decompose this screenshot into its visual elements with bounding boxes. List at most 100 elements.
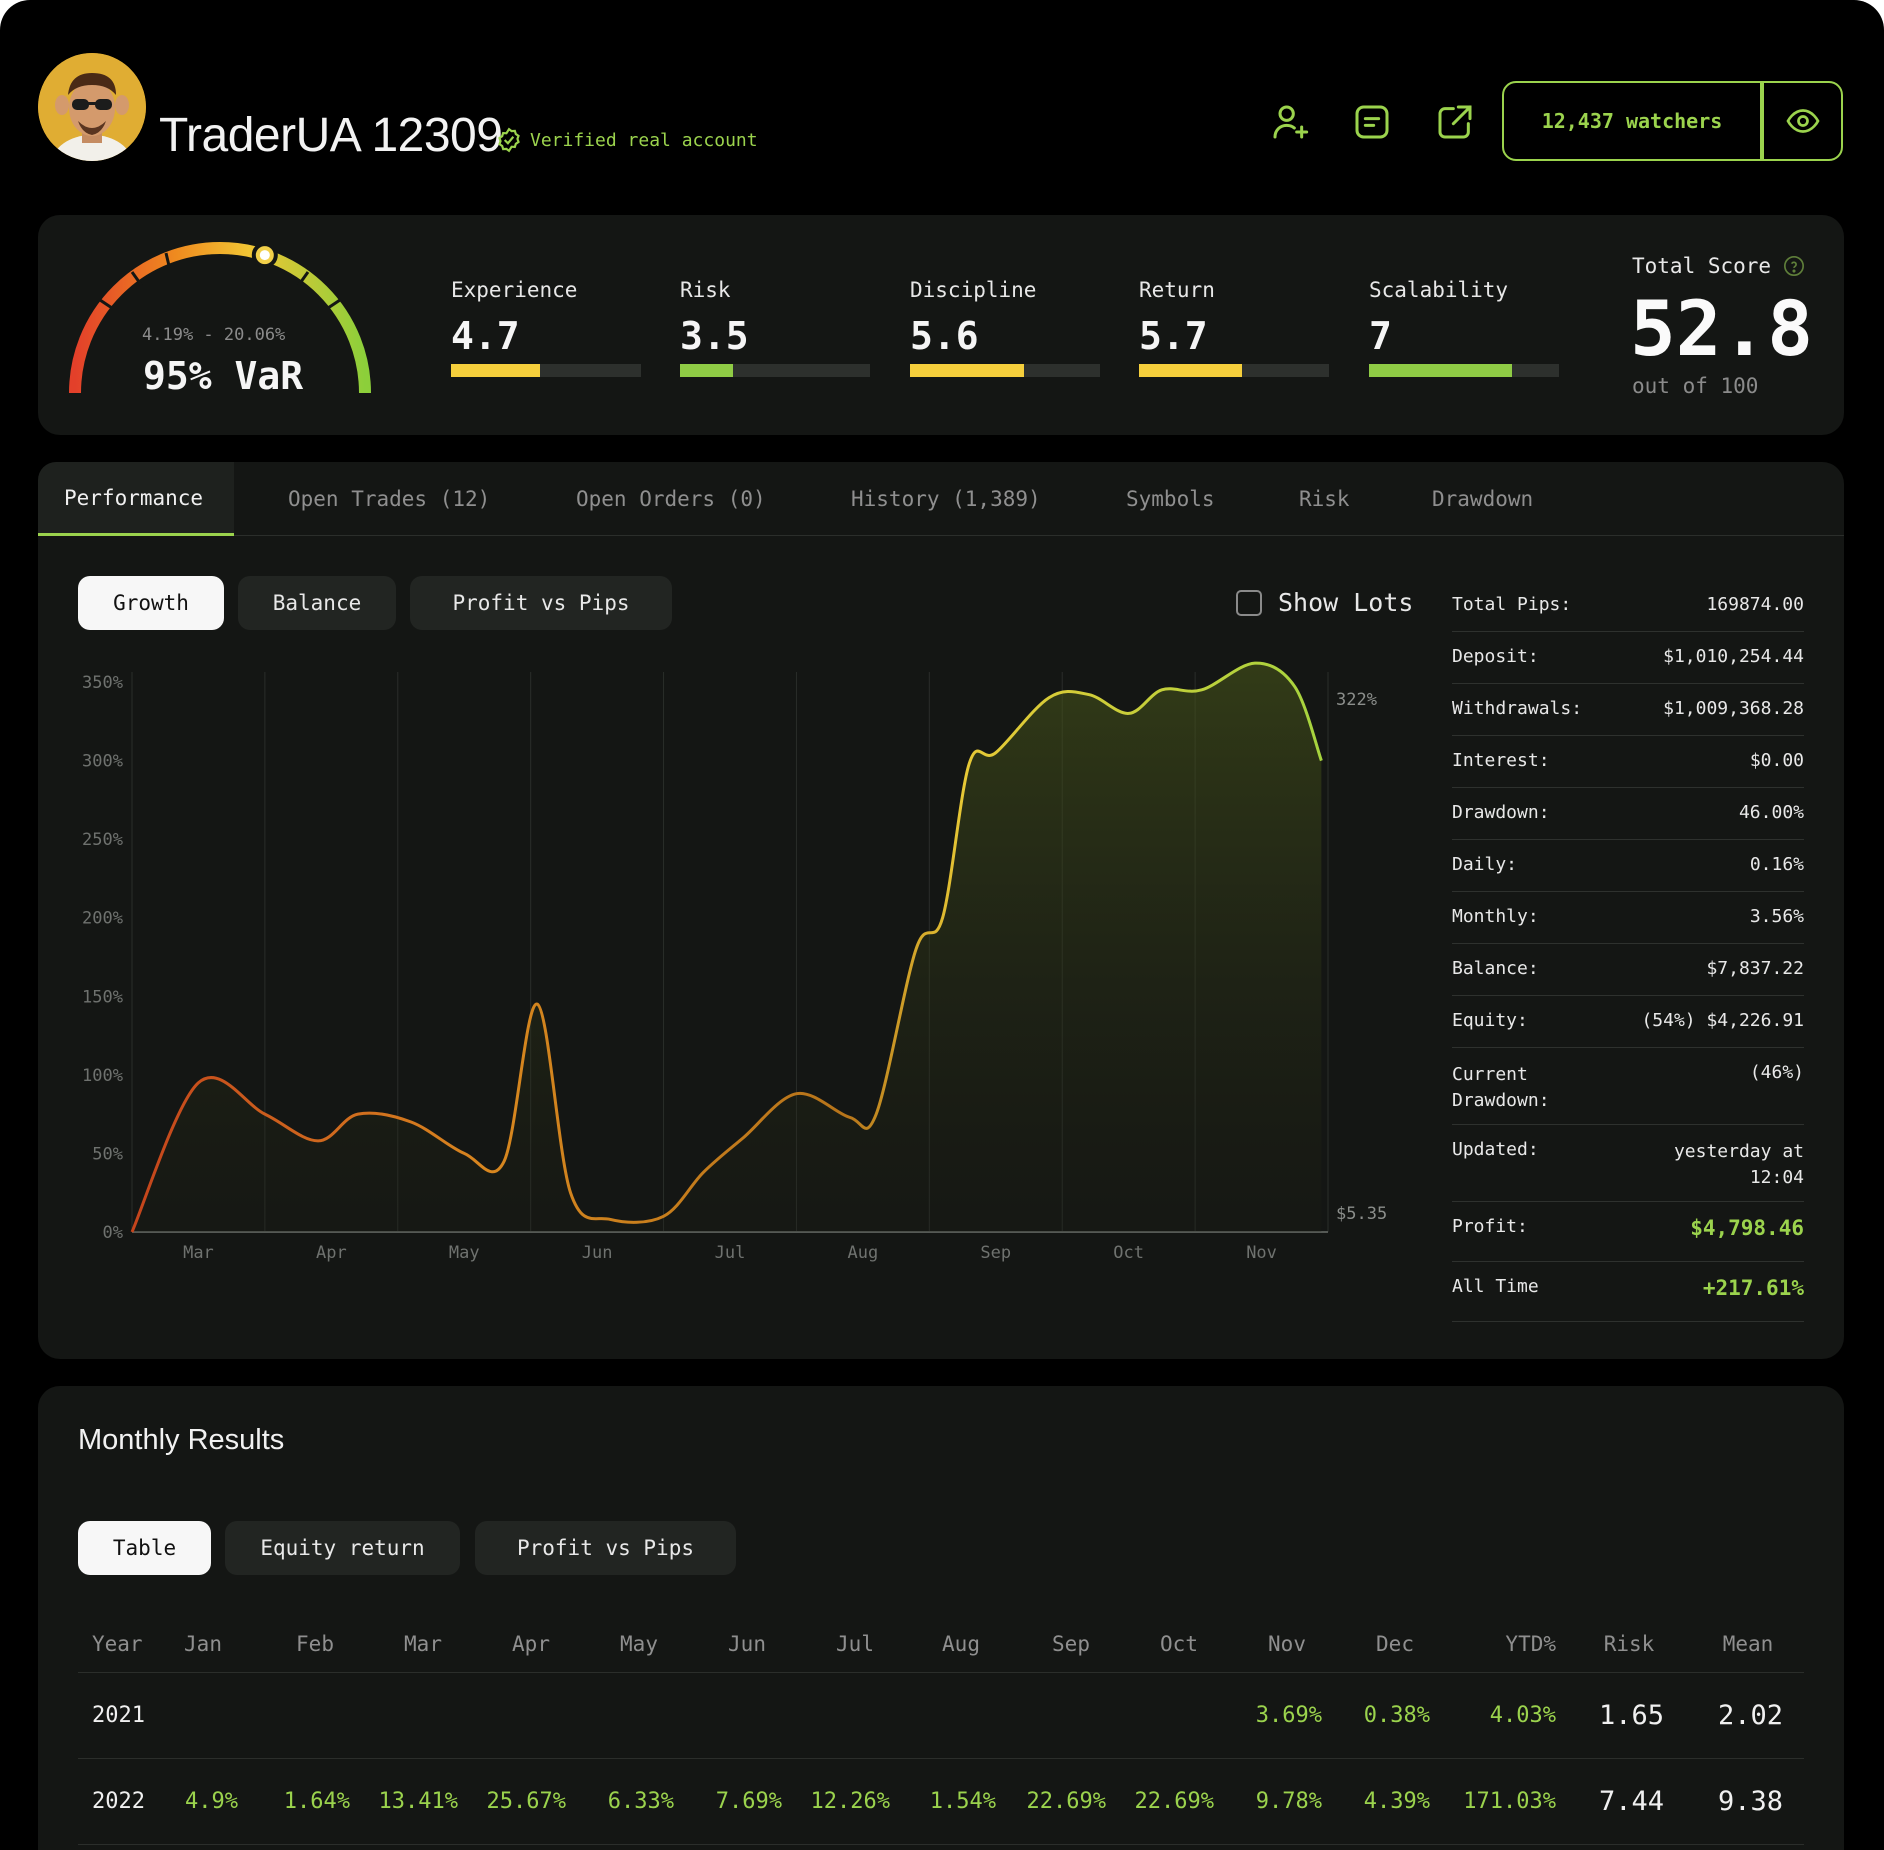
table-header-cell[interactable]: Year bbox=[92, 1631, 143, 1656]
monthly-tab-table[interactable]: Table bbox=[78, 1521, 211, 1575]
show-lots-toggle[interactable]: Show Lots bbox=[1236, 588, 1413, 617]
x-tick-label: Nov bbox=[1246, 1243, 1277, 1263]
table-cell bbox=[250, 1673, 350, 1758]
stat-row: Total Pips: 169874.00 bbox=[1452, 580, 1804, 632]
table-header-cell[interactable]: Mean bbox=[1722, 1631, 1774, 1656]
stat-row: Deposit: $1,010,254.44 bbox=[1452, 632, 1804, 684]
table-cell bbox=[790, 1673, 890, 1758]
avatar[interactable] bbox=[38, 53, 146, 161]
y-tick-label: 250% bbox=[82, 830, 123, 850]
total-score-label-text: Total Score bbox=[1632, 254, 1772, 278]
table-header-cell[interactable]: Dec bbox=[1376, 1631, 1414, 1656]
message-button[interactable] bbox=[1350, 100, 1394, 144]
table-header-cell[interactable]: Aug bbox=[942, 1631, 980, 1656]
metric-bar bbox=[680, 364, 870, 377]
tab-drawdown[interactable]: Drawdown bbox=[1432, 487, 1534, 511]
share-button[interactable] bbox=[1433, 100, 1477, 144]
table-header-cell[interactable]: May bbox=[620, 1631, 658, 1656]
follow-button[interactable] bbox=[1268, 100, 1312, 144]
table-header-cell[interactable]: Jun bbox=[728, 1631, 766, 1656]
metric-experience: Experience 4.7 bbox=[451, 278, 641, 377]
watchers-button[interactable]: 12,437 watchers bbox=[1502, 81, 1762, 161]
table-header-cell[interactable]: YTD% bbox=[1505, 1631, 1556, 1656]
metric-label: Return bbox=[1139, 278, 1215, 302]
metric-return: Return 5.7 bbox=[1139, 278, 1329, 377]
tab-bar: Performance Open Trades (12) Open Orders… bbox=[38, 462, 1844, 536]
checkbox-icon[interactable] bbox=[1236, 589, 1262, 616]
tab-open-orders[interactable]: Open Orders (0) bbox=[576, 487, 766, 511]
verified-badge: Verified real account bbox=[496, 127, 758, 153]
metric-bar bbox=[1139, 364, 1329, 377]
metric-bar bbox=[1369, 364, 1559, 377]
stat-row: Daily: 0.16% bbox=[1452, 840, 1804, 892]
monthly-tab-equity-return[interactable]: Equity return bbox=[225, 1521, 460, 1575]
tab-risk[interactable]: Risk bbox=[1299, 487, 1350, 511]
table-header-cell[interactable]: Feb bbox=[296, 1631, 334, 1656]
table-header-cell[interactable]: Risk bbox=[1603, 1631, 1655, 1656]
y-tick-label: 50% bbox=[92, 1144, 123, 1164]
metric-value: 5.6 bbox=[910, 314, 979, 358]
stat-label: Balance: bbox=[1452, 958, 1539, 979]
table-cell: 12.26% bbox=[810, 1789, 890, 1814]
right-label-bottom: $5.35 bbox=[1336, 1204, 1387, 1224]
x-tick-label: Apr bbox=[316, 1243, 347, 1263]
table-header-cell[interactable]: Apr bbox=[512, 1631, 550, 1656]
help-circle-icon[interactable] bbox=[1783, 255, 1805, 277]
stat-value: 46.00% bbox=[1738, 802, 1804, 823]
metric-value: 5.7 bbox=[1139, 314, 1208, 358]
var-range: 4.19% - 20.06% bbox=[142, 325, 286, 345]
table-header-cell[interactable]: Nov bbox=[1268, 1631, 1306, 1656]
tab-history[interactable]: History (1,389) bbox=[851, 487, 1041, 511]
add-user-icon bbox=[1273, 105, 1309, 139]
watch-button[interactable] bbox=[1762, 81, 1843, 161]
stat-label: Interest: bbox=[1452, 750, 1550, 771]
stat-value: +217.61% bbox=[1702, 1276, 1804, 1300]
tab-open-trades[interactable]: Open Trades (12) bbox=[288, 487, 491, 511]
x-tick-label: Oct bbox=[1113, 1243, 1144, 1263]
table-cell: 4.9% bbox=[185, 1789, 238, 1814]
table-cell: 7.44 bbox=[1598, 1786, 1664, 1817]
table-header-cell[interactable]: Jul bbox=[836, 1631, 874, 1656]
metric-value: 3.5 bbox=[680, 314, 749, 358]
table-year-cell: 2021 bbox=[92, 1703, 145, 1728]
table-row: 2022 4.9% 1.64% 13.41% 25.67% 6.33% 7.69% 12.26… bbox=[78, 1759, 1804, 1845]
stat-row: Interest: $0.00 bbox=[1452, 736, 1804, 788]
message-icon bbox=[1355, 105, 1389, 139]
chart-tab-balance[interactable]: Balance bbox=[238, 576, 396, 630]
table-header-cell[interactable]: Sep bbox=[1052, 1631, 1090, 1656]
stats-list: Total Pips: 169874.00 Deposit: $1,010,254.4… bbox=[1452, 580, 1804, 1322]
table-cell bbox=[1114, 1673, 1214, 1758]
x-tick-label: Mar bbox=[183, 1243, 214, 1263]
table-cell bbox=[574, 1673, 674, 1758]
stat-value: $1,009,368.28 bbox=[1663, 698, 1804, 719]
stat-value: $1,010,254.44 bbox=[1663, 646, 1804, 667]
table-cell: 22.69% bbox=[1134, 1789, 1214, 1814]
chart-tab-profit-vs-pips[interactable]: Profit vs Pips bbox=[410, 576, 672, 630]
table-header-cell[interactable]: Jan bbox=[184, 1631, 222, 1656]
stat-value: yesterday at 12:04 bbox=[1673, 1141, 1804, 1188]
chart-tab-growth[interactable]: Growth bbox=[78, 576, 224, 630]
tab-symbols[interactable]: Symbols bbox=[1126, 487, 1215, 511]
stat-label: Deposit: bbox=[1452, 646, 1539, 667]
metric-scalability: Scalability 7 bbox=[1369, 278, 1559, 377]
metric-label: Risk bbox=[680, 278, 731, 302]
metric-value: 4.7 bbox=[451, 314, 520, 358]
table-header-cell[interactable]: Oct bbox=[1160, 1631, 1198, 1656]
table-row: 2021 3.69% 0.38% 4.03% 1.65 2.02 bbox=[78, 1673, 1804, 1759]
table-header-cell[interactable]: Mar bbox=[404, 1631, 442, 1656]
stat-row: Current Drawdown: (46%) bbox=[1452, 1048, 1804, 1125]
metric-discipline: Discipline 5.6 bbox=[910, 278, 1100, 377]
y-tick-label: 100% bbox=[82, 1066, 123, 1086]
tab-performance[interactable]: Performance bbox=[38, 462, 234, 536]
page-title: TraderUA 12309 bbox=[159, 109, 503, 162]
table-header-row: Year Jan Feb Mar Apr May Jun Jul Aug Sep Oct Nov Dec… bbox=[78, 1615, 1804, 1673]
stat-value: (46%) bbox=[1749, 1062, 1804, 1083]
x-tick-label: Aug bbox=[848, 1243, 879, 1263]
monthly-tab-profit-vs-pips[interactable]: Profit vs Pips bbox=[475, 1521, 736, 1575]
metric-label: Scalability bbox=[1369, 278, 1509, 302]
stat-value: $4,798.46 bbox=[1690, 1216, 1804, 1240]
stat-label: All Time bbox=[1452, 1276, 1539, 1297]
stat-label: Drawdown: bbox=[1452, 802, 1550, 823]
table-cell bbox=[138, 1673, 238, 1758]
